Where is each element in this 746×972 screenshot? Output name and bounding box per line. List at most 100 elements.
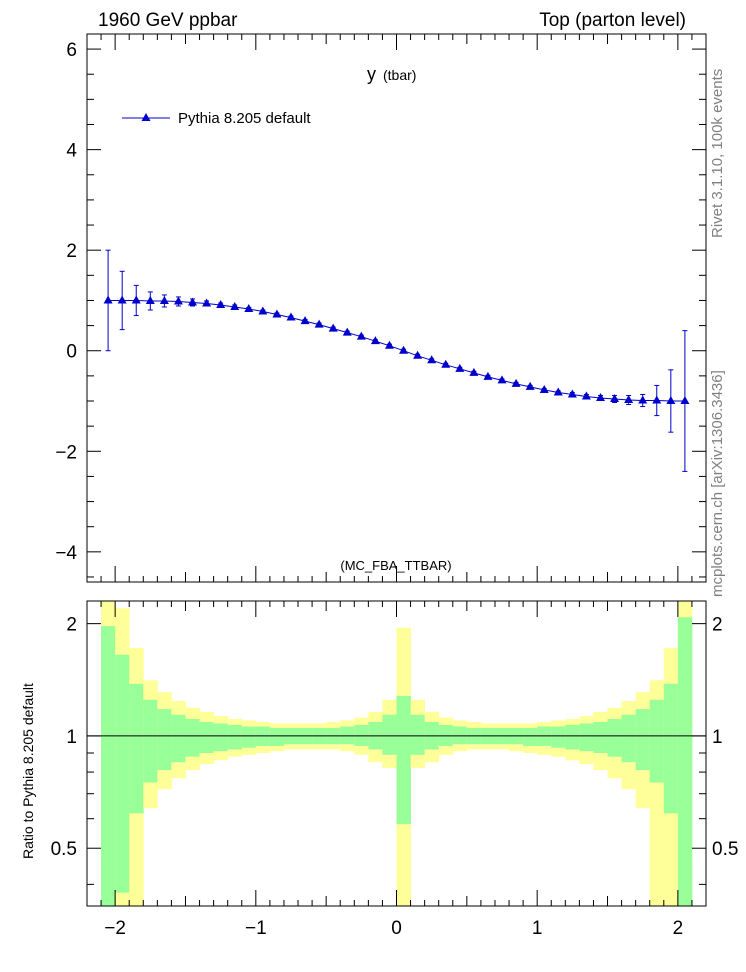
data-point: [497, 375, 507, 384]
data-point: [286, 312, 296, 321]
data-point: [300, 316, 310, 325]
ratio-y-tick-label-right: 2: [712, 615, 723, 636]
data-point: [216, 299, 226, 308]
main-error-bars: [105, 249, 688, 472]
data-point: [581, 391, 591, 400]
inner-band-bin: [663, 683, 679, 814]
data-point: [399, 345, 409, 354]
main-y-tick-label: −2: [55, 442, 77, 463]
inner-band-bin: [565, 724, 580, 750]
analysis-watermark: (MC_FBA_TTBAR): [340, 558, 451, 573]
data-point: [159, 295, 169, 304]
inner-band-bin: [607, 719, 622, 757]
data-point: [384, 340, 394, 349]
header-left-label: 1960 GeV ppbar: [98, 10, 238, 31]
data-point: [511, 378, 521, 387]
inner-band-bin: [677, 617, 693, 906]
ratio-y-tick-label: 0.5: [51, 839, 77, 860]
data-point: [595, 392, 605, 401]
data-point: [314, 319, 324, 328]
data-point: [455, 363, 465, 372]
data-point: [525, 381, 535, 390]
data-point: [370, 336, 380, 345]
legend: Pythia 8.205 default: [122, 110, 311, 127]
ratio-y-tick-label-right: 0.5: [712, 839, 738, 860]
ratio-y-tick-label: 2: [66, 615, 77, 636]
data-point: [483, 371, 493, 380]
main-y-tick-label: −4: [55, 543, 77, 564]
data-point: [469, 367, 479, 376]
ratio-y-axis: 0.5 0.5 1 1 2 2: [51, 615, 738, 885]
data-point: [202, 298, 212, 307]
x-tick-label: −1: [245, 918, 267, 939]
main-title: y: [367, 64, 376, 84]
inner-band-bin: [269, 728, 285, 746]
ratio-y-tick-label-right: 1: [712, 727, 723, 748]
data-point: [145, 295, 155, 304]
main-title-suffix: (tbar): [383, 67, 416, 83]
mcplots-label: mcplots.cern.ch [arXiv:1306.3436]: [709, 370, 726, 597]
rivet-version-label: Rivet 3.1.10, 100k events: [709, 69, 726, 238]
header-right-label: Top (parton level): [539, 10, 686, 31]
main-frame: [86, 33, 707, 583]
ratio-bands: [101, 601, 693, 906]
data-point: [666, 396, 676, 405]
data-point: [427, 355, 437, 364]
main-y-tick-label: 0: [66, 342, 77, 363]
inner-band-bin: [241, 726, 257, 748]
ratio-panel: 0.5 0.5 1 1 2 2 −2 −1 0 1 2 Ratio to Pythia 8.205…: [20, 600, 738, 939]
data-point: [441, 359, 451, 368]
main-y-tick-label: 2: [66, 241, 77, 262]
inner-band-bin: [185, 719, 200, 757]
x-tick-label: 0: [391, 918, 402, 939]
ratio-y-tick-label: 1: [66, 727, 77, 748]
inner-band-bin: [213, 723, 229, 752]
inner-band-bin: [396, 695, 411, 825]
data-point: [244, 304, 254, 313]
inner-band-bin: [143, 699, 158, 783]
inner-band-bin: [171, 714, 186, 763]
main-panel: y (tbar) (MC_FBA_TTBAR) −4 −2 0 2 4 6 Pythia …: [55, 33, 707, 583]
ratio-x-axis: −2 −1 0 1 2: [86, 601, 707, 939]
data-point: [539, 384, 549, 393]
data-point: [610, 393, 620, 402]
data-point: [258, 306, 268, 315]
x-tick-label: −2: [104, 918, 126, 939]
inner-band-bin: [157, 709, 172, 771]
legend-marker-icon: [141, 113, 151, 121]
data-point: [553, 387, 563, 396]
data-point: [272, 309, 282, 318]
data-point: [328, 323, 338, 332]
data-point: [638, 395, 648, 404]
data-point: [117, 295, 127, 304]
data-point: [103, 295, 113, 304]
data-point: [413, 350, 423, 359]
inner-band-bin: [649, 699, 665, 783]
data-point: [342, 327, 352, 336]
x-tick-label: 1: [532, 918, 543, 939]
inner-band-bin: [115, 654, 130, 893]
data-point: [356, 331, 366, 340]
inner-band-bin: [635, 709, 651, 771]
data-point: [652, 395, 662, 404]
inner-band-bin: [101, 626, 116, 906]
data-point: [567, 389, 577, 398]
inner-band-bin: [129, 683, 144, 814]
series-line-pythia: [108, 300, 685, 402]
data-point: [131, 295, 141, 304]
data-point: [680, 396, 690, 405]
main-y-tick-label: 6: [66, 40, 77, 61]
data-point: [230, 301, 240, 310]
inner-band-bin: [452, 726, 468, 745]
data-point: [188, 297, 198, 306]
inner-band-bin: [579, 723, 594, 752]
x-tick-label: 2: [673, 918, 684, 939]
legend-label: Pythia 8.205 default: [178, 110, 311, 127]
inner-band-bin: [410, 714, 426, 755]
main-y-tick-label: 4: [66, 141, 77, 162]
main-x-ticks: [86, 34, 707, 582]
main-y-axis: −4 −2 0 2 4 6: [55, 40, 706, 578]
inner-band-bin: [551, 726, 566, 748]
inner-band-bin: [523, 728, 538, 746]
